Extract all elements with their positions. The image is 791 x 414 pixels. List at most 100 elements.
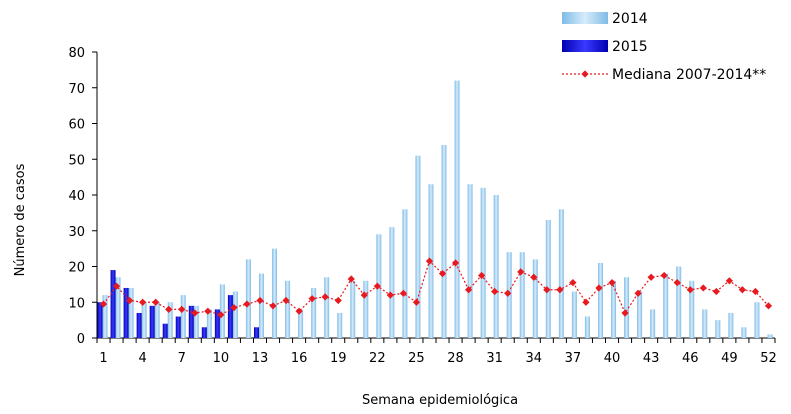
median-point	[204, 307, 212, 315]
x-tick-label: 10	[213, 351, 230, 366]
legend-swatch	[562, 12, 608, 24]
median-point	[686, 286, 694, 294]
x-tick-label: 13	[252, 351, 269, 366]
x-tick-label: 7	[178, 351, 186, 366]
median-point	[308, 295, 316, 303]
median-point	[269, 302, 277, 310]
bar-2015	[97, 302, 103, 338]
median-point	[321, 293, 329, 301]
x-tick-label: 1	[99, 351, 107, 366]
legend-label: 2015	[612, 39, 648, 55]
median-point	[451, 259, 460, 267]
bars	[97, 80, 773, 338]
bar-2014	[337, 312, 343, 338]
median-point	[478, 271, 486, 280]
x-tick-label: 43	[643, 351, 660, 366]
median-line	[99, 257, 773, 319]
x-tick-label: 16	[291, 351, 308, 366]
median-point	[517, 268, 525, 276]
bar-2014	[180, 295, 186, 338]
bar-2014	[611, 280, 617, 338]
bar-2014	[754, 302, 760, 338]
bar-2014	[219, 284, 225, 338]
bar-2014	[571, 291, 577, 338]
median-point	[712, 287, 720, 296]
bar-2014	[558, 209, 564, 338]
bar-2014	[415, 155, 421, 338]
median-point	[725, 277, 733, 285]
x-tick-label: 52	[760, 351, 777, 366]
median-point	[438, 270, 447, 278]
axes	[92, 51, 776, 343]
median-point	[230, 304, 238, 312]
bar-2014	[493, 195, 499, 338]
median-point	[582, 298, 590, 306]
bar-2014	[389, 227, 395, 338]
median-point	[152, 298, 160, 306]
bar-2015	[136, 312, 142, 338]
bar-2015	[175, 316, 181, 338]
median-point	[764, 302, 773, 310]
bar-2014	[245, 259, 251, 338]
x-tick-label: 37	[565, 351, 582, 366]
bar-2014	[454, 80, 460, 338]
bar-2015	[227, 295, 233, 338]
bar-2014	[532, 259, 538, 338]
median-point	[334, 296, 342, 305]
bar-2014	[663, 273, 669, 338]
bar-2015	[123, 287, 129, 338]
bar-2014	[115, 277, 121, 338]
y-axis-title: Número de casos	[13, 163, 28, 276]
bar-2014	[676, 266, 682, 338]
median-point	[634, 289, 642, 297]
bar-2014	[519, 252, 525, 338]
bar-2015	[188, 305, 194, 338]
median-point	[347, 275, 355, 283]
bar-2014	[767, 334, 773, 338]
bar-2015	[201, 327, 207, 338]
bar-2014	[689, 280, 695, 338]
bar-2014	[128, 287, 134, 338]
x-tick-label: 25	[408, 351, 425, 366]
median-point	[530, 273, 538, 281]
median-point	[243, 300, 251, 308]
median-point	[699, 284, 707, 292]
tick-labels: 0 10 20 30 40 50 60 70 80 1 4 7 10 13 16 19 22 25 28 31 34 37…	[68, 46, 776, 366]
bar-2014	[702, 309, 708, 338]
median-point	[556, 286, 564, 294]
bar-2014	[624, 277, 630, 338]
median-point	[608, 278, 616, 287]
median-point	[621, 309, 629, 317]
bar-2015	[214, 309, 220, 338]
median-point	[112, 282, 121, 290]
bar-2014	[441, 144, 447, 338]
median-point	[360, 291, 368, 299]
bar-2014	[272, 248, 278, 338]
median-point	[386, 291, 394, 299]
median-point	[139, 298, 147, 306]
median-point	[125, 296, 134, 305]
bar-2015	[253, 327, 259, 338]
x-tick-label: 31	[486, 351, 503, 366]
median-point	[178, 305, 186, 313]
legend-marker	[581, 70, 589, 78]
median-point	[425, 257, 434, 265]
bar-2014	[311, 287, 317, 338]
y-tick-label: 40	[68, 189, 85, 204]
bar-2015	[162, 323, 168, 338]
bar-2014	[741, 327, 747, 338]
bar-2014	[545, 220, 551, 338]
bar-2014	[193, 305, 199, 338]
median-point	[217, 311, 225, 319]
bar-2014	[402, 209, 408, 338]
bar-2014	[363, 280, 369, 338]
bar-2014	[715, 320, 721, 338]
x-axis-title: Semana epidemiológica	[362, 393, 518, 408]
bar-2014	[285, 280, 291, 338]
median-point	[295, 307, 303, 315]
bar-2014	[637, 291, 643, 338]
median-point	[399, 289, 408, 297]
bar-2014	[324, 277, 330, 338]
bar-2015	[110, 270, 116, 338]
